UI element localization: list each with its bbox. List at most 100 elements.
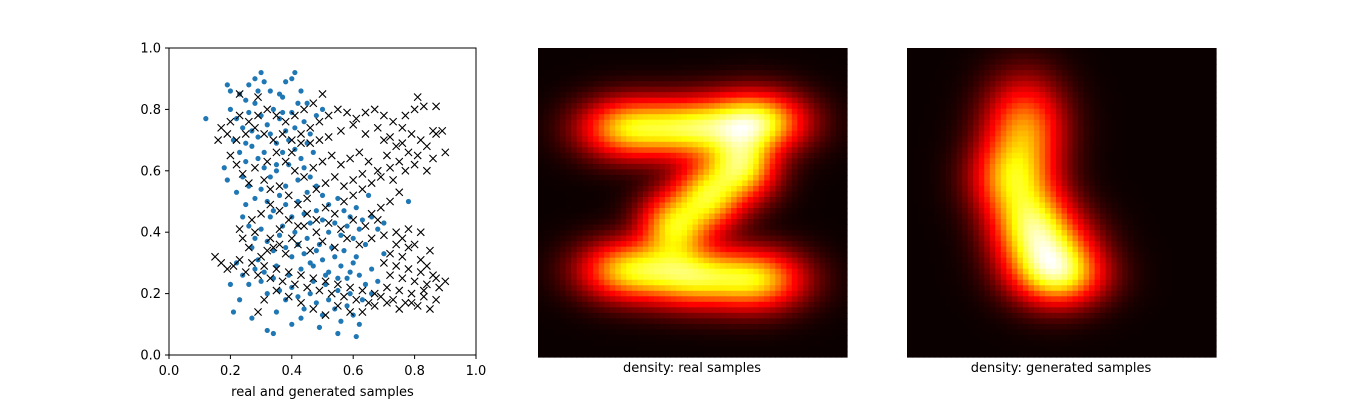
generated-density-cell (1199, 180, 1206, 187)
real-density-cell (675, 163, 683, 170)
real-density-cell (764, 274, 771, 281)
real-density-cell (780, 323, 787, 331)
generated-density-cell (1044, 81, 1052, 88)
real-density-cell (587, 70, 594, 77)
generated-density-cell (912, 70, 919, 77)
generated-density-cell (1039, 97, 1046, 104)
generated-density-cell (967, 86, 974, 93)
generated-density-cell (1061, 119, 1068, 126)
real-density-cell (720, 97, 727, 104)
real-density-cell (681, 224, 688, 231)
generated-density-cell (1094, 108, 1101, 115)
real-density-cell (742, 230, 749, 237)
real-density-cell (698, 180, 705, 187)
scatter-point-real (258, 186, 264, 192)
generated-density-cell (1193, 136, 1201, 143)
generated-density-cell (1072, 180, 1079, 187)
real-density-cell (824, 301, 832, 308)
real-density-cell (758, 86, 765, 93)
real-density-cell (554, 285, 561, 292)
real-density-cell (780, 252, 787, 259)
generated-density-cell (967, 130, 974, 137)
real-density-cell (576, 92, 583, 99)
generated-density-cell (1022, 152, 1029, 159)
generated-density-cell (1171, 103, 1178, 110)
real-density-cell (786, 185, 793, 193)
real-density-cell (830, 86, 837, 93)
generated-density-cell (918, 108, 925, 115)
generated-density-cell (1000, 130, 1007, 137)
real-density-cell (698, 246, 705, 253)
real-density-cell (637, 345, 644, 353)
real-density-cell (560, 312, 567, 319)
generated-density-cell (1078, 81, 1085, 88)
scatter-point-generated (413, 93, 422, 102)
real-density-cell (681, 103, 688, 110)
generated-density-cell (1155, 114, 1162, 121)
scatter-point-generated (379, 111, 388, 120)
real-density-cell (797, 53, 804, 60)
generated-density-cell (1028, 86, 1035, 93)
generated-density-cell (918, 70, 925, 77)
real-density-cell (736, 169, 743, 176)
generated-density-cell (918, 64, 925, 71)
generated-density-cell (1182, 152, 1190, 159)
real-density-cell (824, 318, 832, 325)
real-density-cell (681, 213, 688, 220)
real-density-cell (775, 119, 782, 126)
generated-density-cell (907, 136, 914, 143)
real-density-cell (808, 290, 815, 297)
scatter-point-generated (398, 252, 407, 261)
real-density-cell (819, 301, 826, 308)
real-density-cell (543, 196, 550, 204)
real-density-cell (769, 108, 776, 115)
real-density-cell (620, 108, 627, 115)
scatter-point-generated (250, 163, 259, 172)
real-density-cell (593, 185, 600, 193)
generated-density-cell (1149, 53, 1156, 60)
real-density-cell (714, 230, 721, 237)
generated-density-cell (1006, 152, 1013, 159)
real-density-cell (703, 92, 710, 99)
generated-density-cell (956, 119, 963, 126)
generated-density-cell (1127, 125, 1134, 132)
scatter-point-generated (293, 222, 302, 231)
generated-density-cell (978, 92, 985, 99)
generated-density-cell (1166, 75, 1173, 82)
real-density-cell (703, 274, 710, 281)
generated-density-cell (1094, 114, 1101, 121)
real-density-cell (598, 180, 605, 187)
real-density-cell (626, 86, 633, 93)
real-density-cell (797, 174, 804, 182)
generated-density-cell (1089, 59, 1096, 66)
real-density-cell (538, 213, 545, 220)
scatter-point-generated (244, 179, 253, 188)
real-density-cell (587, 241, 594, 248)
generated-density-cell (1078, 97, 1085, 104)
real-density-cell (709, 202, 716, 209)
real-density-cell (824, 263, 832, 270)
real-density-cell (587, 119, 594, 126)
real-density-cell (692, 312, 699, 319)
generated-density-cell (1028, 152, 1035, 159)
real-density-cell (675, 125, 683, 132)
scatter-point-real (289, 254, 295, 260)
real-density-cell (549, 224, 556, 231)
generated-density-cell (1083, 59, 1090, 66)
generated-density-cell (1006, 130, 1013, 137)
generated-density-cell (1006, 169, 1013, 176)
generated-density-cell (1177, 158, 1184, 165)
real-density-cell (742, 340, 749, 347)
real-density-cell (686, 274, 694, 281)
generated-density-cell (1160, 130, 1167, 137)
scatter-point-generated (303, 194, 312, 203)
real-density-cell (841, 119, 848, 126)
real-density-cell (631, 196, 638, 204)
generated-density-cell (1067, 103, 1074, 110)
real-density-cell (786, 268, 793, 275)
real-density-cell (543, 345, 550, 353)
real-density-cell (593, 351, 600, 358)
generated-density-cell (1011, 48, 1018, 55)
generated-density-cell (1193, 53, 1201, 60)
real-density-cell (675, 48, 683, 55)
